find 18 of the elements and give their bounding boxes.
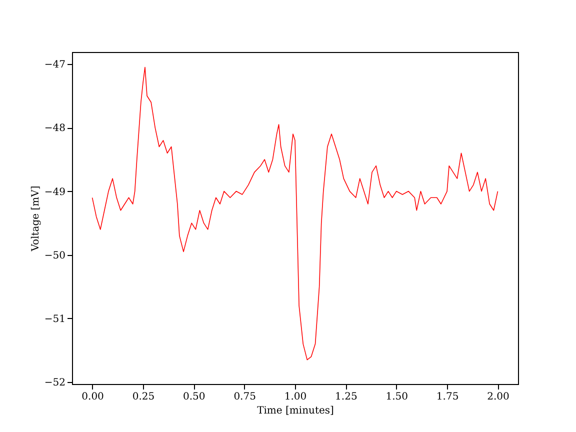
line-series — [92, 66, 498, 360]
x-tick-label: 0.25 — [132, 392, 155, 402]
x-axis-title: Time [minutes] — [257, 406, 334, 416]
y-tick-label: −52 — [44, 378, 66, 389]
y-axis-title: Voltage [mV] — [30, 186, 42, 252]
y-tick-label: −47 — [44, 60, 66, 71]
x-tick-label: 1.00 — [284, 392, 307, 402]
x-tick-label: 1.50 — [386, 392, 408, 402]
y-tick-label: −50 — [44, 250, 66, 262]
y-tick-label: −49 — [44, 186, 66, 198]
x-tick-label: 0.50 — [183, 392, 206, 402]
x-tick-label: 0.00 — [82, 392, 104, 402]
x-tick-label: 1.75 — [436, 392, 459, 402]
y-tick-label: −51 — [44, 314, 66, 325]
x-tick-label: 0.75 — [234, 392, 256, 402]
x-tick-label: 1.25 — [335, 392, 358, 402]
x-tick-label: 2.00 — [487, 392, 510, 402]
y-tick-label: −48 — [44, 123, 66, 134]
